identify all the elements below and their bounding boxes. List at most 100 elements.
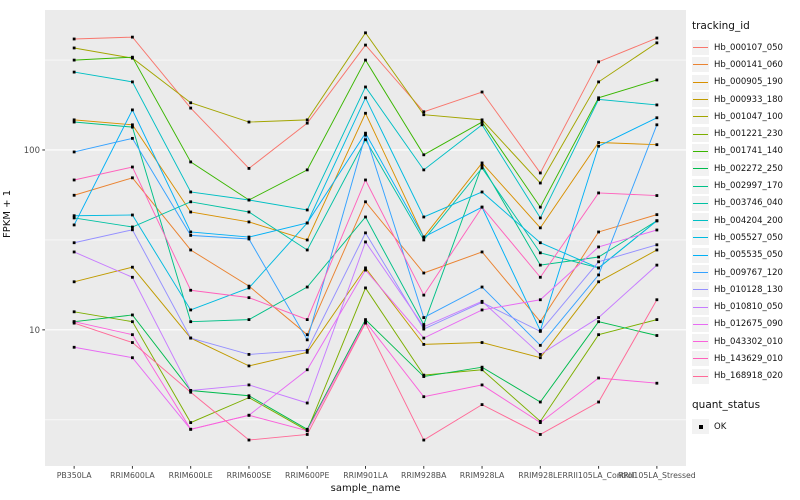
legend-line-icon (693, 133, 708, 135)
legend-key-swatch (692, 213, 709, 229)
quant-key-swatch (692, 419, 709, 435)
data-point-Hb_010128_130 (305, 348, 309, 352)
data-point-Hb_005527_050 (422, 215, 426, 219)
data-point-Hb_000107_050 (305, 121, 309, 125)
quant-status-label: OK (714, 421, 727, 432)
data-point-Hb_012675_090 (364, 268, 367, 272)
data-point-Hb_010810_050 (72, 250, 76, 254)
data-point-Hb_000141_060 (422, 271, 426, 275)
data-point-Hb_001221_230 (247, 396, 251, 400)
x-tick-label: PB350LA (57, 471, 92, 480)
data-point-Hb_001221_230 (364, 286, 367, 290)
data-point-Hb_000107_050 (597, 60, 600, 64)
data-point-Hb_005535_050 (364, 131, 367, 135)
x-tick-label: RRIM928LA (460, 471, 505, 480)
data-point-Hb_005535_050 (305, 221, 309, 225)
legend-line-icon (693, 220, 708, 222)
x-tick-label: RRIM600LE (169, 471, 213, 480)
data-point-Hb_000107_050 (422, 110, 426, 114)
data-point-Hb_010128_130 (422, 327, 426, 331)
black-square-point-icon (698, 424, 703, 429)
data-point-Hb_001221_230 (422, 373, 426, 377)
data-point-Hb_001221_230 (480, 368, 484, 372)
data-point-Hb_005527_050 (597, 266, 600, 270)
data-point-Hb_010128_130 (364, 231, 367, 235)
x-tick-label: RRIM600LA (110, 471, 155, 480)
data-point-Hb_012675_090 (131, 356, 134, 360)
data-point-Hb_000933_180 (480, 341, 484, 344)
legend-item-Hb_001047_100: Hb_001047_100 (692, 108, 798, 125)
data-point-Hb_001047_100 (72, 46, 76, 50)
legend-key-swatch (692, 126, 709, 142)
legend-item-label: Hb_000107_050 (714, 42, 783, 53)
data-point-Hb_002272_250 (131, 313, 134, 317)
data-point-Hb_012675_090 (480, 308, 484, 312)
data-point-Hb_002997_170 (72, 120, 76, 124)
data-point-Hb_002997_170 (305, 285, 309, 289)
data-point-Hb_000933_180 (131, 265, 134, 269)
data-point-Hb_000905_190 (597, 141, 600, 144)
data-point-Hb_004204_200 (72, 70, 76, 74)
data-point-Hb_010810_050 (247, 383, 251, 387)
data-point-Hb_000141_060 (655, 213, 659, 217)
legend-item-label: Hb_002997_170 (714, 181, 783, 192)
legend-key-swatch (692, 334, 709, 350)
legend-item-Hb_010128_130: Hb_010128_130 (692, 281, 798, 298)
legend-key-swatch (692, 92, 709, 108)
data-point-Hb_043302_010 (655, 381, 659, 385)
data-point-Hb_168918_020 (538, 433, 542, 436)
data-point-Hb_000107_050 (538, 171, 542, 175)
data-point-Hb_002272_250 (305, 427, 309, 431)
x-tick-label: RRIM600SE (227, 471, 272, 480)
legend-key-swatch (692, 230, 709, 246)
data-point-Hb_001221_230 (131, 320, 134, 324)
data-point-Hb_000933_180 (597, 280, 600, 284)
legend-line-icon (693, 323, 708, 325)
legend-key-swatch (692, 161, 709, 177)
data-point-Hb_143629_010 (247, 296, 251, 300)
data-point-Hb_009767_120 (189, 234, 193, 237)
data-point-Hb_001741_140 (480, 120, 484, 124)
data-point-Hb_005527_050 (655, 219, 659, 223)
data-point-Hb_010810_050 (189, 389, 193, 392)
data-point-Hb_005535_050 (422, 235, 426, 239)
data-point-Hb_005527_050 (189, 308, 193, 312)
legend-key-swatch (692, 40, 709, 56)
data-point-Hb_168918_020 (597, 400, 600, 404)
legend-key-swatch (692, 178, 709, 194)
data-point-Hb_000141_060 (305, 333, 309, 337)
data-point-Hb_010128_130 (72, 241, 76, 245)
x-tick-label: RRII105LA_Stressed (618, 471, 696, 480)
data-point-Hb_010810_050 (364, 240, 367, 244)
data-point-Hb_005527_050 (72, 214, 76, 218)
legend-key-swatch (692, 143, 709, 159)
legend-item-Hb_002272_250: Hb_002272_250 (692, 160, 798, 177)
data-point-Hb_000933_180 (247, 364, 251, 368)
y-tick-label: 100 (24, 146, 40, 156)
data-point-Hb_168918_020 (364, 321, 367, 325)
legend-item-label: Hb_009767_120 (714, 267, 783, 278)
data-point-Hb_001047_100 (189, 101, 193, 105)
legend-item-label: Hb_005527_050 (714, 232, 783, 243)
data-point-Hb_000141_060 (189, 248, 193, 252)
legend-item-Hb_001741_140: Hb_001741_140 (692, 143, 798, 160)
legend-key-swatch (692, 74, 709, 90)
data-point-Hb_009767_120 (131, 136, 134, 140)
legend-line-icon (693, 150, 708, 152)
legend-key-swatch (692, 316, 709, 332)
data-point-Hb_004204_200 (538, 216, 542, 220)
data-point-Hb_001047_100 (538, 181, 542, 185)
data-point-Hb_000107_050 (655, 36, 659, 40)
legend-item-label: Hb_000933_180 (714, 94, 783, 105)
data-point-Hb_002272_250 (247, 394, 251, 398)
legend-line-icon (693, 272, 708, 273)
legend-item-label: Hb_001221_230 (714, 129, 783, 140)
data-point-Hb_003746_040 (480, 166, 484, 170)
legend-item-label: Hb_001047_100 (714, 111, 783, 122)
data-point-Hb_002272_250 (538, 400, 542, 404)
data-point-Hb_143629_010 (305, 318, 309, 322)
legend-item-label: Hb_168918_020 (714, 371, 783, 382)
data-point-Hb_168918_020 (189, 390, 193, 394)
legend-tracking-id: tracking_id Hb_000107_050 Hb_000141_060 Hb… (692, 20, 798, 385)
legend-item-Hb_002997_170: Hb_002997_170 (692, 177, 798, 194)
